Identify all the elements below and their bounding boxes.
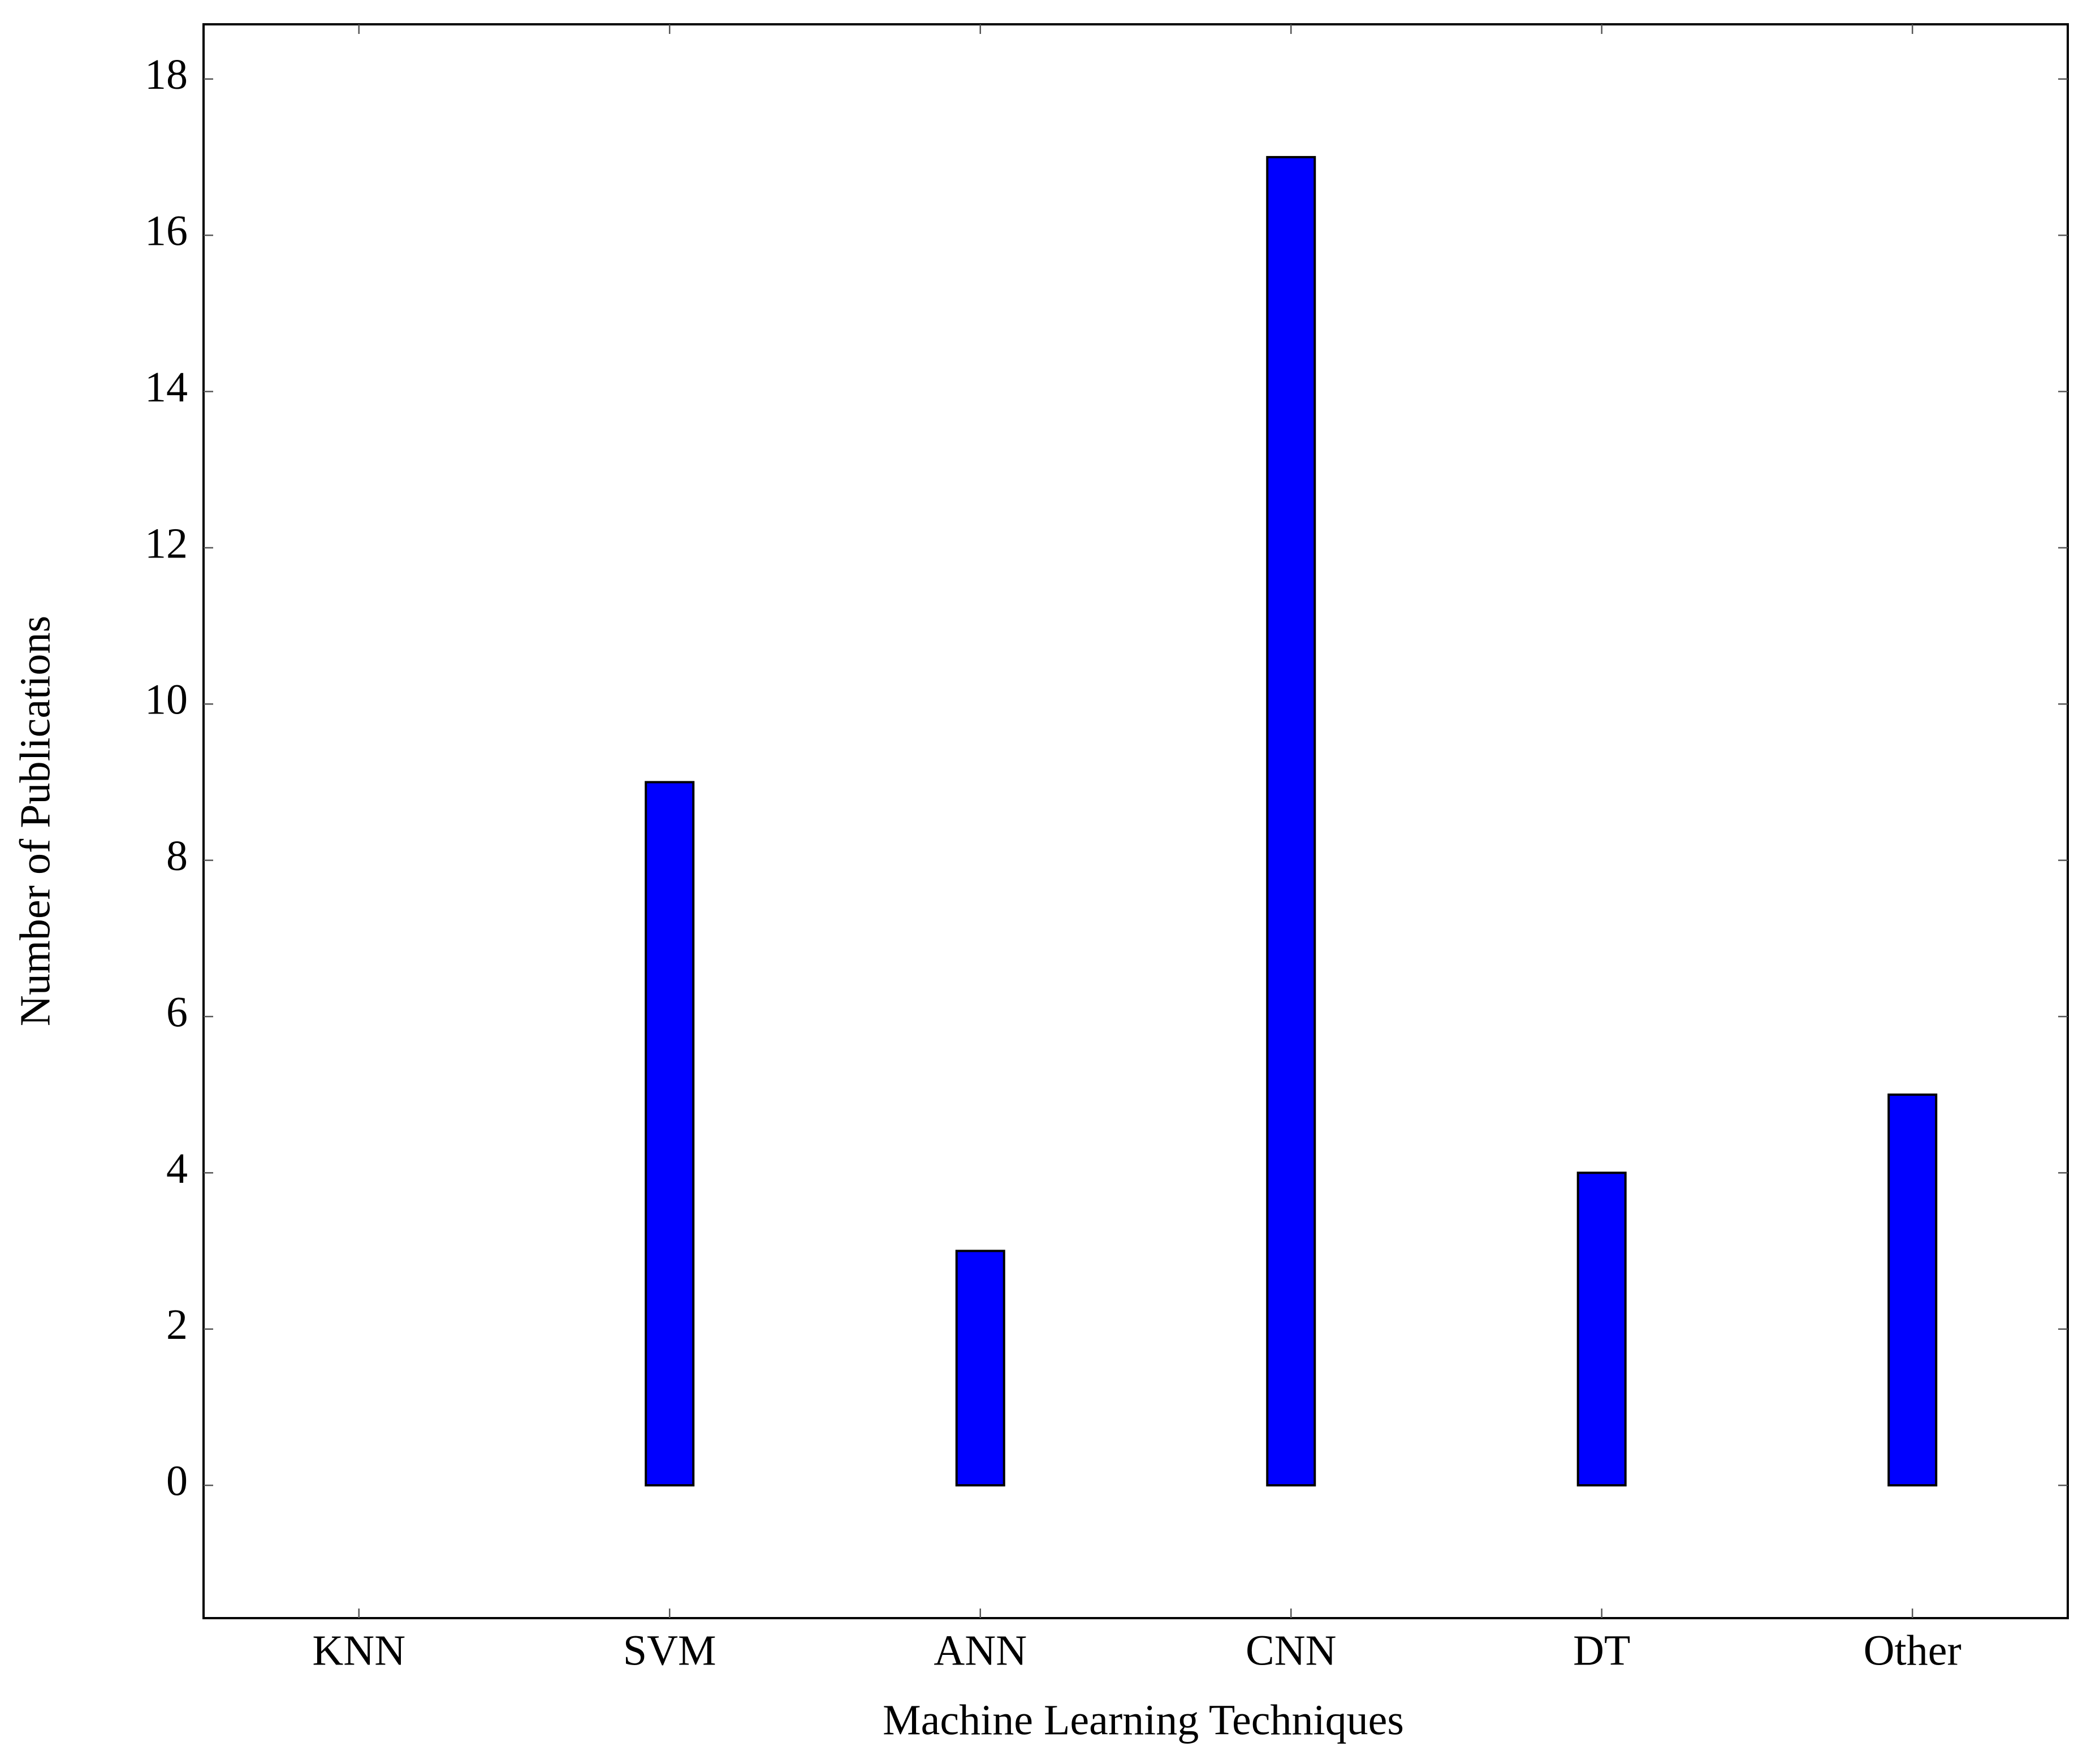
y-tick-label: 0 — [166, 1458, 188, 1505]
x-tick-label: DT — [1573, 1627, 1630, 1674]
x-tick-label: SVM — [623, 1627, 716, 1674]
y-tick-label: 4 — [166, 1145, 188, 1192]
y-tick-label: 2 — [166, 1301, 188, 1348]
x-tick-label: ANN — [934, 1627, 1027, 1674]
y-tick-label: 12 — [145, 520, 188, 567]
plot-frame — [202, 23, 2069, 1619]
y-tick-label: 16 — [145, 207, 188, 255]
y-tick-label: 6 — [166, 988, 188, 1036]
x-tick-label: KNN — [312, 1627, 405, 1674]
bar — [645, 781, 695, 1487]
bar — [1887, 1093, 1938, 1487]
x-axis-label: Machine Learning Techniques — [883, 1696, 1404, 1744]
y-tick-label: 18 — [145, 51, 188, 98]
y-axis-label: Number of Publications — [11, 616, 59, 1026]
y-tick-label: 14 — [145, 364, 188, 411]
x-tick-label: Other — [1864, 1627, 1961, 1674]
x-tick-label: CNN — [1246, 1627, 1336, 1674]
y-tick-label: 8 — [166, 832, 188, 880]
bar — [1576, 1171, 1627, 1487]
bar — [1266, 155, 1316, 1487]
bar — [955, 1250, 1005, 1487]
y-tick-label: 10 — [145, 676, 188, 724]
